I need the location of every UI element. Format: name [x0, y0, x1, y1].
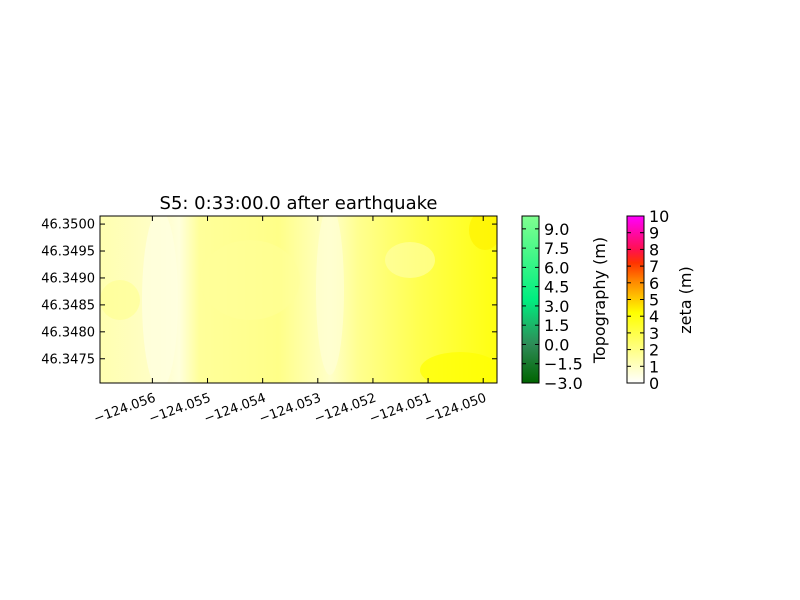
zeta-colorbar-tick-label: 0 — [649, 374, 659, 393]
plot-frame — [99, 215, 498, 384]
field-patch — [469, 216, 497, 250]
zeta-colorbar-tick-label: 4 — [649, 307, 659, 326]
field-patch — [200, 240, 300, 320]
topography-colorbar-tick-label: −1.5 — [544, 355, 583, 374]
zeta-colorbar-tick-label: 10 — [649, 207, 669, 226]
zeta-colorbar-tick-label: 5 — [649, 291, 659, 310]
y-axis-ticks: 46.3475 46.3480 46.3485 46.3490 46.3495 46.35… — [41, 218, 497, 367]
topography-colorbar-tick-label: 3.0 — [544, 297, 569, 316]
topography-colorbar-tick-label: 4.5 — [544, 278, 569, 297]
field-patch — [316, 216, 344, 375]
zeta-colorbar-tick-label: 1 — [649, 357, 659, 376]
topography-colorbar-ticks: −3.0−1.50.01.53.04.56.07.59.0 — [522, 220, 583, 393]
zeta-colorbar-tick-label: 7 — [649, 257, 659, 276]
y-tick-label: 46.3480 — [41, 325, 95, 340]
x-tick-label: −124.054 — [202, 391, 268, 427]
x-tick-label: −124.051 — [368, 391, 434, 427]
field-patch — [385, 242, 435, 278]
zeta-colorbar-label: zeta (m) — [676, 266, 695, 333]
topography-colorbar-tick-label: 9.0 — [544, 220, 569, 239]
y-tick-label: 46.3490 — [41, 271, 95, 286]
field-patch — [142, 216, 178, 383]
zeta-colorbar-tick-label: 6 — [649, 274, 659, 293]
x-tick-label: −124.056 — [92, 391, 158, 427]
topography-colorbar: −3.0−1.50.01.53.04.56.07.59.0 Topography… — [521, 215, 609, 393]
y-tick-label: 46.3500 — [41, 218, 95, 233]
topography-colorbar-label: Topography (m) — [590, 237, 609, 364]
y-tick-label: 46.3495 — [41, 245, 95, 260]
zeta-colorbar-tick-label: 3 — [649, 324, 659, 343]
x-tick-label: −124.050 — [423, 391, 489, 427]
x-tick-label: −124.052 — [312, 391, 378, 427]
topography-colorbar-tick-label: 0.0 — [544, 335, 569, 354]
topography-colorbar-tick-label: 1.5 — [544, 316, 569, 335]
field-patch — [420, 352, 497, 383]
y-tick-label: 46.3475 — [41, 352, 95, 367]
topography-colorbar-tick-label: 7.5 — [544, 239, 569, 258]
y-tick-label: 46.3485 — [41, 298, 95, 313]
field-patch — [100, 280, 140, 320]
topography-colorbar-tick-label: −3.0 — [544, 374, 583, 393]
topography-colorbar-bar — [521, 215, 540, 384]
heatmap-field — [100, 216, 497, 383]
zeta-colorbar-tick-label: 9 — [649, 224, 659, 243]
x-tick-label: −124.055 — [147, 391, 213, 427]
zeta-colorbar-tick-label: 8 — [649, 240, 659, 259]
zeta-colorbar-tick-label: 2 — [649, 341, 659, 360]
x-tick-label: −124.053 — [257, 391, 323, 427]
topography-colorbar-tick-label: 6.0 — [544, 258, 569, 277]
chart-title: S5: 0:33:00.0 after earthquake — [160, 193, 438, 214]
